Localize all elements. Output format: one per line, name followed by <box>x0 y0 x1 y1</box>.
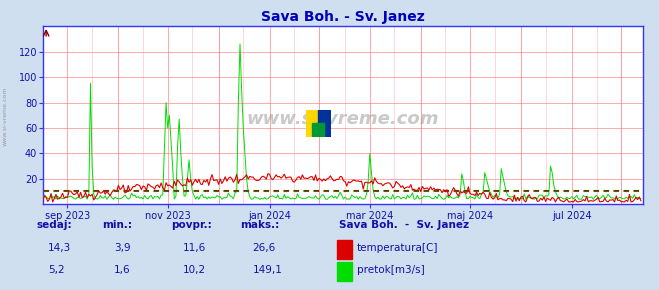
Text: Sava Boh.  -  Sv. Janez: Sava Boh. - Sv. Janez <box>339 220 469 230</box>
Text: 1,6: 1,6 <box>114 265 130 275</box>
Text: min.:: min.: <box>102 220 132 230</box>
Text: 5,2: 5,2 <box>48 265 65 275</box>
Text: www.si-vreme.com: www.si-vreme.com <box>246 110 439 128</box>
Text: 10,2: 10,2 <box>183 265 206 275</box>
Text: temperatura[C]: temperatura[C] <box>357 243 439 253</box>
Text: 3,9: 3,9 <box>114 243 130 253</box>
Text: 11,6: 11,6 <box>183 243 206 253</box>
Text: povpr.:: povpr.: <box>171 220 212 230</box>
Text: sedaj:: sedaj: <box>36 220 72 230</box>
Text: maks.:: maks.: <box>241 220 280 230</box>
Text: 149,1: 149,1 <box>252 265 282 275</box>
Text: 26,6: 26,6 <box>252 243 275 253</box>
Text: www.si-vreme.com: www.si-vreme.com <box>3 86 8 146</box>
Title: Sava Boh. - Sv. Janez: Sava Boh. - Sv. Janez <box>261 10 424 23</box>
Text: 14,3: 14,3 <box>48 243 71 253</box>
Text: pretok[m3/s]: pretok[m3/s] <box>357 265 425 275</box>
